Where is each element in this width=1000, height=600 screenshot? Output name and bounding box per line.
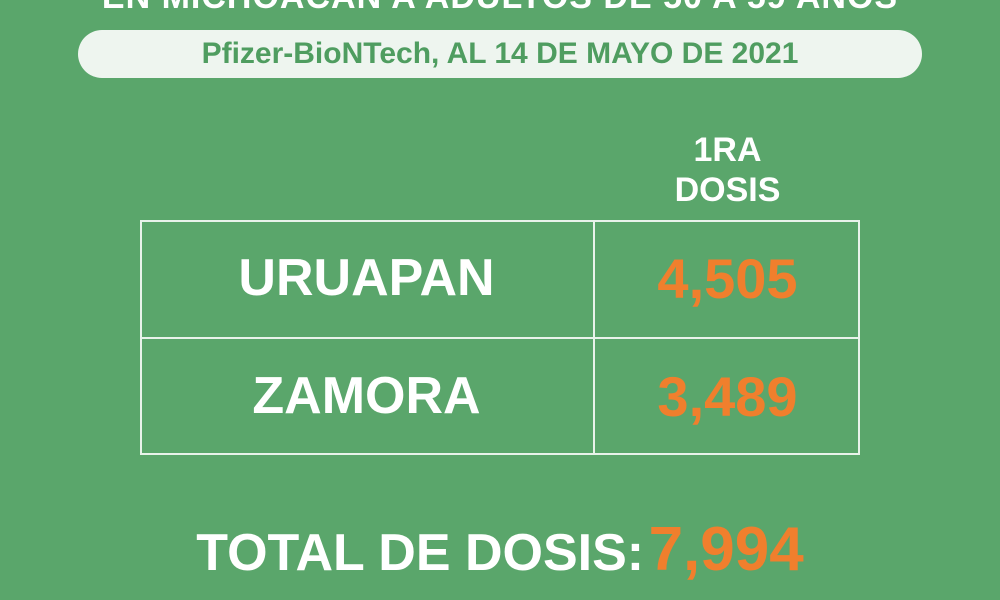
total-label: TOTAL DE DOSIS: xyxy=(196,524,645,582)
dose-count: 4,505 xyxy=(657,247,798,310)
table-divider xyxy=(140,337,860,339)
title: EN MICHOACÁN A ADULTOS DE 50 A 59 AÑOS xyxy=(0,0,1000,17)
subtitle: Pfizer-BioNTech, AL 14 DE MAYO DE 2021 xyxy=(201,37,799,70)
dose-count: 3,489 xyxy=(657,365,798,428)
city-name: URUAPAN xyxy=(238,249,495,307)
total-value: 7,994 xyxy=(648,515,804,584)
total-row: TOTAL DE DOSIS: 7,994 xyxy=(0,515,1000,585)
subtitle-pill xyxy=(78,30,922,78)
city-name: ZAMORA xyxy=(252,367,481,425)
column-header: 1RA DOSIS xyxy=(674,131,781,209)
